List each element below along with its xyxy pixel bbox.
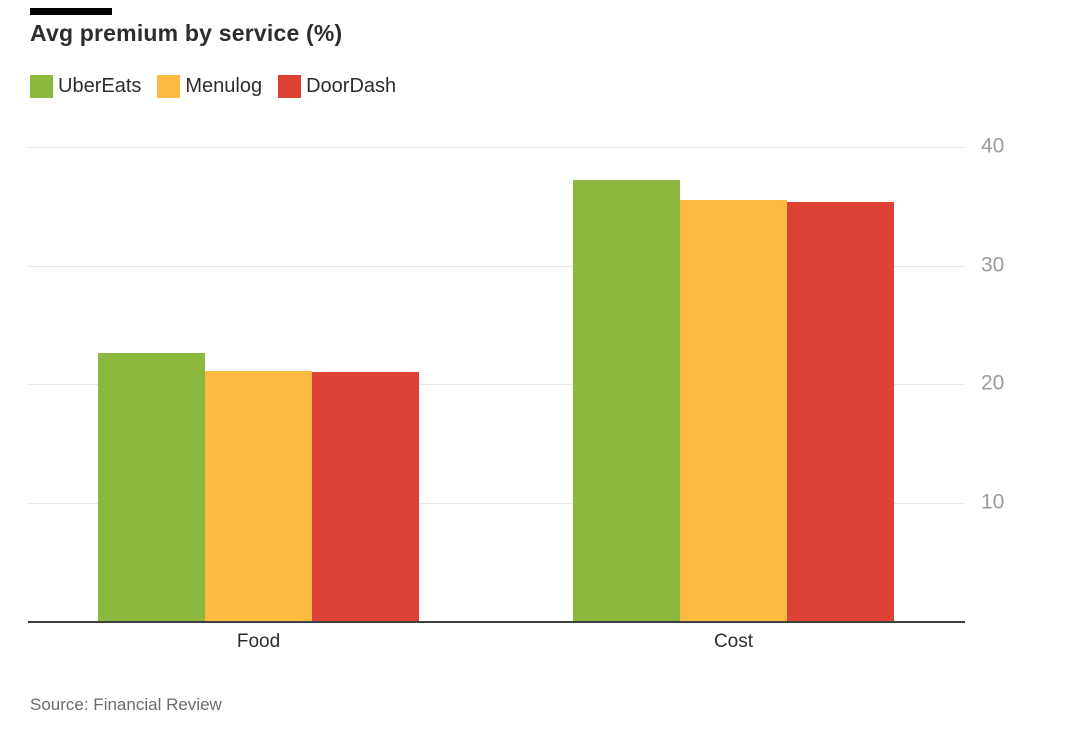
gridline-40 [28,147,965,148]
y-tick-label-40: 40 [981,134,1005,158]
legend-item-doordash: DoorDash [278,75,396,98]
y-tick-label-20: 20 [981,371,1005,395]
legend-label-doordash: DoorDash [306,75,397,97]
x-category-label-cost: Cost [713,631,754,652]
legend: UberEats Menulog DoorDash [30,75,396,98]
source-note: Source: Financial Review [30,695,222,714]
header-rule [30,8,112,15]
bar-ubereats-food [98,353,205,621]
ubereats-swatch-icon [30,75,53,98]
bar-doordash-cost [787,201,894,621]
legend-item-ubereats: UberEats [30,75,141,98]
gridline-30 [28,265,965,267]
x-axis-line [28,621,965,623]
y-tick-label-10: 10 [981,490,1005,514]
legend-label-menulog: Menulog [185,75,263,97]
bar-ubereats-cost [573,180,680,621]
legend-label-ubereats: UberEats [58,75,142,97]
x-category-label-food: Food [236,631,281,652]
gridline-20 [28,384,965,385]
doordash-swatch-icon [278,75,302,98]
y-tick-label-30: 30 [981,253,1005,277]
chart-title: Avg premium by service (%) [30,20,343,46]
bar-doordash-food [312,372,419,621]
menulog-swatch-icon [157,75,181,98]
bar-menulog-food [205,370,312,621]
bar-menulog-cost [680,200,787,621]
gridline-10 [28,502,965,504]
legend-item-menulog: Menulog [157,75,262,98]
